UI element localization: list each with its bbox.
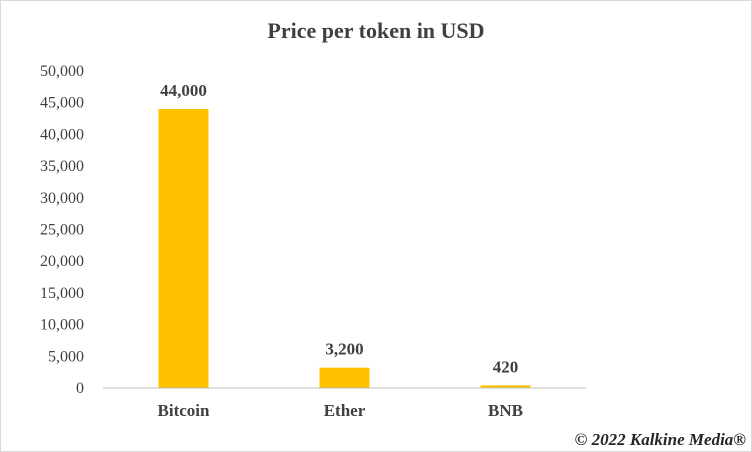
- bar-ether: [319, 367, 370, 388]
- y-tick-label: 20,000: [40, 253, 84, 270]
- bar-bnb: [480, 385, 531, 388]
- y-tick-label: 35,000: [40, 158, 84, 175]
- bar-bitcoin: [158, 109, 209, 388]
- x-tick-label-bnb: BNB: [488, 401, 523, 420]
- y-tick-label: 45,000: [40, 95, 84, 112]
- data-labels: 44,000 3,200 420: [160, 81, 518, 376]
- y-tick-label: 5,000: [48, 348, 84, 365]
- copyright-credit: © 2022 Kalkine Media®: [575, 430, 747, 449]
- data-label-ether: 3,200: [325, 340, 363, 359]
- y-tick-label: 25,000: [40, 222, 84, 239]
- x-tick-label-ether: Ether: [324, 401, 366, 420]
- data-label-bitcoin: 44,000: [160, 81, 207, 100]
- y-tick-label: 50,000: [40, 63, 84, 80]
- y-tick-label: 15,000: [40, 285, 84, 302]
- x-tick-label-bitcoin: Bitcoin: [158, 401, 210, 420]
- chart-title: Price per token in USD: [267, 18, 484, 43]
- y-tick-label: 10,000: [40, 317, 84, 334]
- data-label-bnb: 420: [493, 357, 519, 376]
- bars: [158, 109, 531, 388]
- y-tick-label: 30,000: [40, 190, 84, 207]
- y-tick-label: 0: [76, 380, 84, 397]
- y-axis-ticks: 0 5,000 10,000 15,000 20,000 25,000 30,000 35,0…: [40, 63, 84, 397]
- y-tick-label: 40,000: [40, 126, 84, 143]
- x-axis-ticks: Bitcoin Ether BNB: [158, 401, 523, 420]
